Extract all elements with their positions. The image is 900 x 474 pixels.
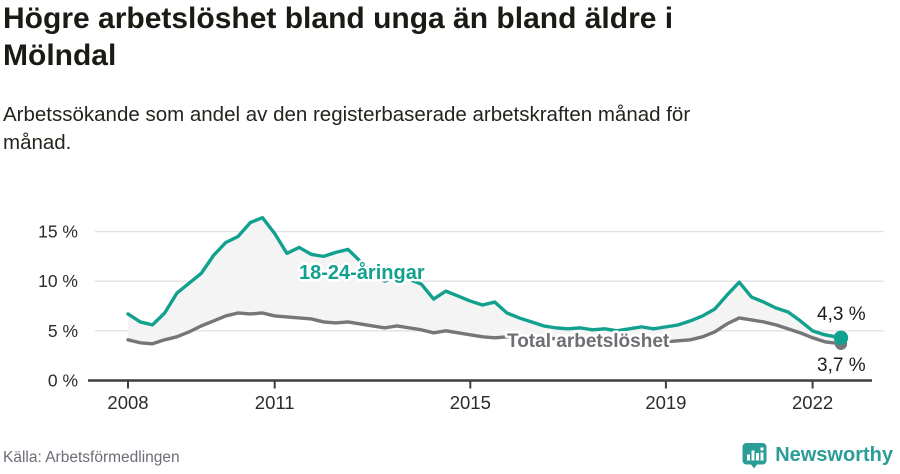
chart-subtitle-line1: Arbetssökande som andel av den registerb…	[3, 103, 691, 126]
newsworthy-bubble-chart-icon	[742, 443, 767, 469]
end-dot-young	[833, 330, 849, 346]
x-axis-label: 2008	[107, 392, 148, 413]
y-axis-label: 15 %	[38, 222, 78, 242]
total-end-value-label: 3,7 %	[817, 355, 866, 376]
y-axis-label: 0 %	[48, 371, 78, 391]
x-axis-label: 2019	[645, 392, 686, 413]
young-end-value-label: 4,3 %	[817, 304, 866, 325]
chart-subtitle-line2: månad.	[3, 131, 72, 154]
series-line-young	[126, 215, 843, 340]
source-note: Källa: Arbetsförmedlingen	[3, 449, 180, 466]
page-title-line1: Högre arbetslöshet bland unga än bland ä…	[3, 2, 674, 35]
chart-subtitle: Arbetssökande som andel av den registerb…	[3, 101, 878, 157]
newsworthy-wordmark: Newsworthy	[775, 444, 893, 466]
young-series-label: 18-24-åringar	[299, 261, 425, 284]
area-between-series	[128, 217, 841, 344]
x-axis-label: 2022	[792, 392, 833, 413]
x-axis-label: 2011	[255, 392, 295, 413]
page-title-line2: Mölndal	[3, 39, 117, 72]
series-line-total	[126, 311, 843, 346]
x-axis-label: 2015	[450, 392, 491, 413]
unemployment-line-chart: 0 % 5 % 10 % 15 % 2008 2011 2015 2019 2022 18-24-…	[38, 215, 884, 413]
page-title: Högre arbetslöshet bland unga än bland ä…	[3, 0, 888, 74]
total-series-label: Total arbetslöshet	[507, 331, 670, 352]
y-axis-label: 5 %	[48, 321, 78, 341]
newsworthy-logo: Newsworthy	[741, 442, 893, 469]
y-axis-label: 10 %	[38, 271, 78, 291]
